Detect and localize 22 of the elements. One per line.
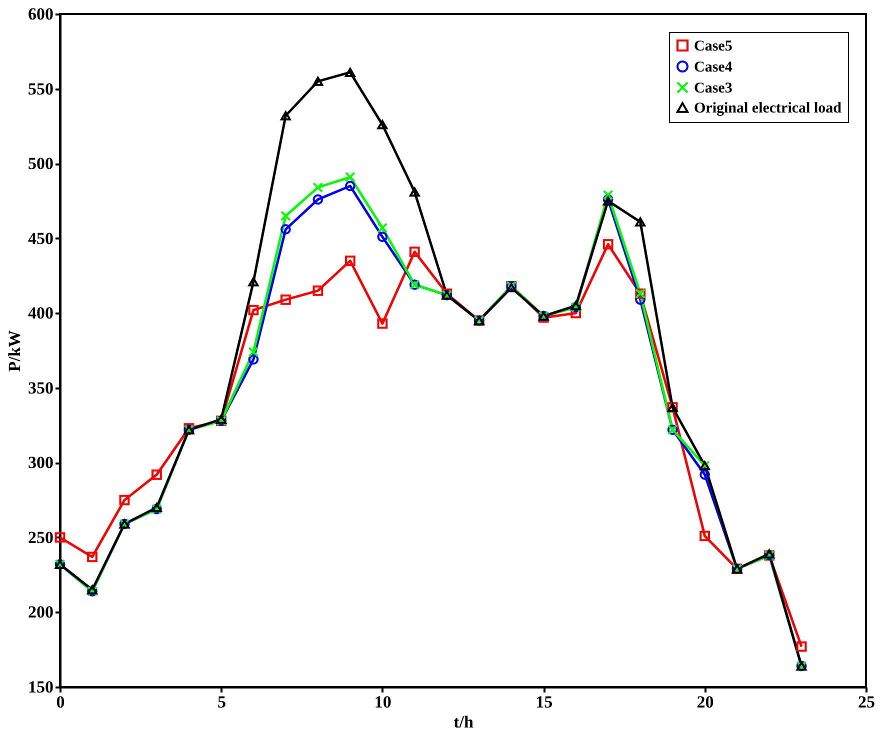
y-tick-label: 300 bbox=[28, 453, 54, 472]
x-tick-label: 5 bbox=[217, 692, 226, 712]
legend-label: Case3 bbox=[694, 80, 732, 96]
y-tick-label: 500 bbox=[28, 154, 54, 174]
legend-label: Original electrical load bbox=[694, 100, 842, 116]
x-tick-label: 15 bbox=[536, 692, 553, 712]
y-tick-label: 550 bbox=[28, 79, 54, 98]
y-axis-title: P/kW bbox=[5, 330, 24, 372]
y-tick-label: 350 bbox=[28, 378, 54, 398]
x-axis-title: t/h bbox=[454, 712, 474, 732]
x-tick-label: 0 bbox=[56, 692, 65, 712]
legend-label: Case4 bbox=[694, 60, 733, 76]
y-tick-label: 400 bbox=[28, 304, 54, 323]
y-tick-label: 600 bbox=[28, 4, 54, 24]
y-tick-label: 250 bbox=[28, 528, 54, 547]
y-tick-label: 150 bbox=[28, 678, 54, 696]
y-tick-label: 450 bbox=[28, 228, 54, 248]
x-tick-label: 25 bbox=[858, 692, 875, 712]
x-tick-label: 10 bbox=[374, 692, 392, 712]
x-tick-label: 20 bbox=[696, 692, 714, 712]
y-tick-label: 200 bbox=[28, 602, 54, 622]
legend-label: Case5 bbox=[694, 38, 732, 54]
